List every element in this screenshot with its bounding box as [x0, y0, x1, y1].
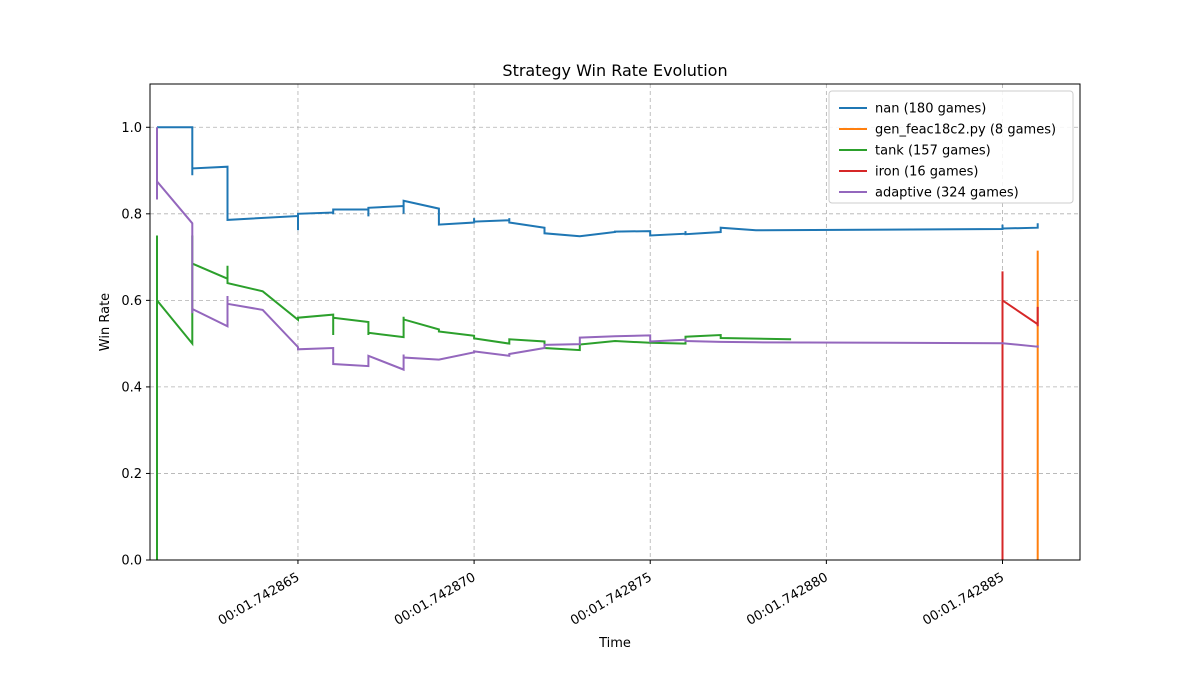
y-tick-label: 1.0: [121, 121, 142, 136]
series-line-0: [157, 126, 1039, 238]
legend-box: [828, 90, 1074, 204]
chart-title: Strategy Win Rate Evolution: [502, 61, 727, 80]
y-tick-label: 0.6: [121, 294, 142, 309]
series-lines: [156, 126, 1039, 560]
x-axis-label: Time: [598, 636, 631, 651]
y-tick-label: 0.0: [121, 554, 142, 569]
series-line-3: [1001, 271, 1039, 560]
y-tick-label: 0.4: [121, 380, 142, 395]
series-line-2: [156, 235, 792, 560]
series-line-4: [156, 127, 1039, 372]
legend-entry-label: nan (180 games): [875, 102, 986, 117]
y-tick-label: 0.2: [121, 467, 142, 482]
legend-entry-label: tank (157 games): [875, 144, 991, 159]
legend: nan (180 games) gen_feac18c2.py (8 games)…: [828, 90, 1074, 204]
legend-entry-label: adaptive (324 games): [875, 186, 1019, 201]
plot-frame: [149, 83, 1081, 561]
y-tick-label: 0.8: [121, 207, 142, 222]
y-axis-label: Win Rate: [98, 293, 113, 351]
legend-entry-label: gen_feac18c2.py (8 games): [875, 123, 1056, 138]
legend-entry-label: iron (16 games): [875, 165, 978, 180]
